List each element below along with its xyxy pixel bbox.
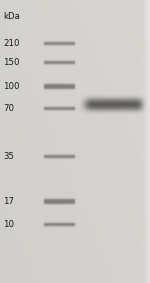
Text: 35: 35 bbox=[3, 152, 14, 161]
Text: kDa: kDa bbox=[3, 12, 20, 22]
Text: 10: 10 bbox=[3, 220, 14, 229]
Text: 17: 17 bbox=[3, 197, 14, 206]
Text: 210: 210 bbox=[3, 39, 20, 48]
Text: 100: 100 bbox=[3, 82, 20, 91]
Text: 150: 150 bbox=[3, 58, 20, 67]
Text: 70: 70 bbox=[3, 104, 14, 113]
